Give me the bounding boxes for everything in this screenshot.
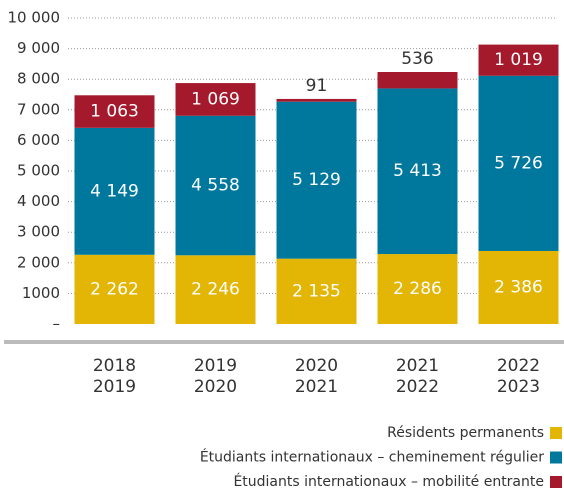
bar-segment	[175, 255, 256, 324]
data-label: 536	[401, 49, 433, 69]
bar-segment	[175, 115, 256, 256]
x-tick-label: 2018	[93, 356, 136, 376]
y-tick-label: 3 000	[17, 223, 60, 241]
bar-segment	[276, 98, 357, 102]
y-tick-label: 9 000	[17, 39, 60, 57]
bar-segment	[74, 95, 155, 128]
data-label: 4 558	[191, 176, 240, 196]
data-label: 2 262	[90, 279, 139, 299]
x-tick-label: 2019	[93, 377, 136, 397]
bar-segment	[478, 250, 559, 324]
bar-segment	[276, 101, 357, 259]
y-tick-label: 5 000	[17, 162, 60, 180]
x-tick-label: 2020	[194, 377, 237, 397]
x-tick-label: 2022	[497, 356, 540, 376]
x-tick-label: 2021	[396, 356, 439, 376]
legend-swatch	[550, 476, 562, 488]
y-tick-label: 7 000	[17, 100, 60, 118]
legend-label: Étudiants internationaux – cheminement r…	[200, 449, 544, 466]
y-tick-label: 2 000	[17, 253, 60, 271]
bar-segment	[377, 254, 458, 324]
y-tick-label: 4 000	[17, 192, 60, 210]
x-tick-label: 2022	[396, 377, 439, 397]
data-label: 2 286	[393, 279, 442, 299]
data-label: 1 019	[494, 50, 543, 70]
bar-segment	[478, 75, 559, 251]
data-label: 2 135	[292, 281, 341, 301]
y-tick-label: 1000	[22, 284, 60, 302]
x-tick-label: 2023	[497, 377, 540, 397]
data-label: 5 726	[494, 153, 543, 173]
legend-label: Résidents permanents	[387, 425, 544, 441]
legend-swatch	[550, 427, 562, 439]
y-tick-label: –	[53, 315, 61, 333]
bar-segment	[276, 258, 357, 324]
x-tick-label: 2019	[194, 356, 237, 376]
data-label: 1 069	[191, 89, 240, 109]
data-label: 91	[306, 76, 328, 96]
bar-segment	[175, 83, 256, 116]
bar-segment	[74, 254, 155, 324]
data-label: 2 246	[191, 280, 240, 300]
legend-swatch	[550, 451, 562, 464]
bar-segment	[74, 127, 155, 255]
bar-segment	[478, 44, 559, 76]
y-tick-label: 6 000	[17, 131, 60, 149]
x-tick-label: 2020	[295, 356, 338, 376]
bar-segment	[377, 72, 458, 89]
data-label: 4 149	[90, 181, 139, 201]
y-tick-label: 10 000	[8, 9, 61, 27]
x-tick-label: 2021	[295, 377, 338, 397]
data-label: 5 413	[393, 161, 442, 181]
bar-segment	[377, 88, 458, 255]
data-label: 5 129	[292, 170, 341, 190]
y-tick-label: 8 000	[17, 70, 60, 88]
data-label: 1 063	[90, 102, 139, 122]
data-label: 2 386	[494, 277, 543, 297]
legend-label: Étudiants internationaux – mobilité entr…	[233, 473, 544, 490]
